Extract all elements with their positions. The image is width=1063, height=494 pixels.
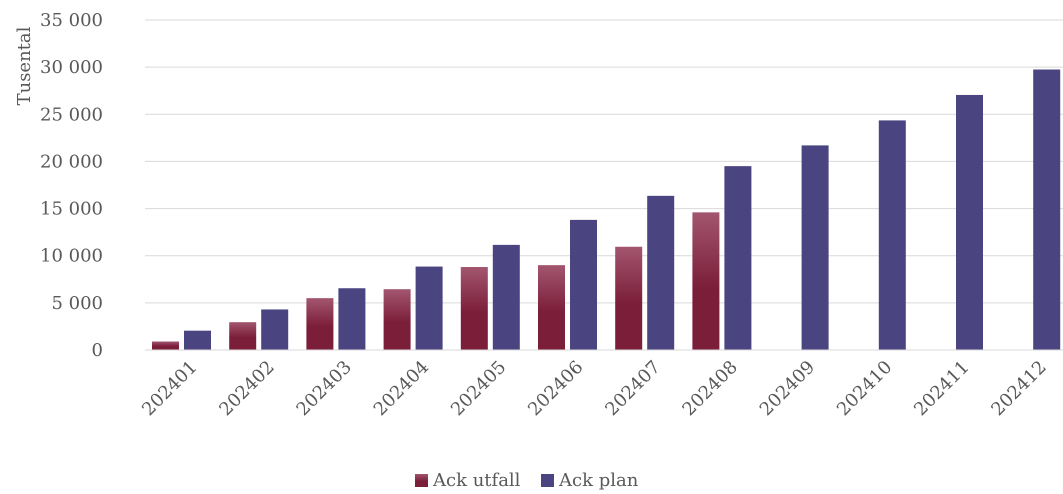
- gridlines: [145, 19, 1063, 304]
- x-tick-label: 202402: [215, 357, 278, 420]
- bar-ack-plan: [647, 195, 675, 350]
- legend-swatch: [541, 474, 554, 487]
- x-tick-label: 202406: [524, 357, 587, 420]
- x-tick-label: 202410: [833, 357, 896, 420]
- bar-ack-utfall: [460, 267, 488, 350]
- bar-ack-utfall: [383, 289, 411, 350]
- bar-ack-plan: [415, 266, 443, 350]
- x-tick-label: 202408: [678, 357, 741, 420]
- x-tick-label: 202401: [138, 357, 201, 420]
- y-tick-label: 20 000: [40, 151, 103, 172]
- x-tick-label: 202403: [292, 357, 355, 420]
- legend-swatch: [415, 474, 428, 487]
- y-tick-label: 30 000: [40, 57, 103, 78]
- bar-ack-utfall: [306, 298, 334, 350]
- bar-ack-plan: [184, 330, 211, 350]
- bar-ack-utfall: [692, 212, 720, 350]
- legend-label: Ack plan: [558, 470, 639, 491]
- bar-ack-plan: [956, 94, 983, 350]
- y-axis-title: Tusental: [14, 26, 35, 105]
- y-tick-label: 15 000: [40, 199, 103, 220]
- bar-ack-plan: [724, 166, 752, 350]
- bar-ack-utfall: [538, 265, 565, 350]
- bar-ack-utfall: [152, 341, 179, 350]
- bar-ack-utfall: [615, 246, 643, 350]
- y-tick-label: 0: [92, 340, 103, 361]
- x-tick-label: 202409: [756, 357, 819, 420]
- x-axis-ticks: 202401 202402 202403 202404 202405 202406 2024…: [138, 357, 1051, 420]
- bars: [152, 69, 1061, 351]
- y-tick-label: 10 000: [40, 246, 103, 267]
- bar-ack-utfall: [229, 322, 257, 350]
- bar-ack-plan: [338, 288, 366, 350]
- bar-ack-plan: [878, 120, 906, 351]
- bar-ack-plan: [801, 145, 829, 350]
- y-tick-label: 5 000: [51, 293, 103, 314]
- y-tick-label: 25 000: [40, 104, 103, 125]
- bar-ack-plan: [570, 219, 597, 350]
- bar-ack-plan: [492, 244, 520, 350]
- bar-ack-plan: [261, 309, 289, 350]
- x-tick-label: 202411: [910, 357, 973, 420]
- x-tick-label: 202405: [447, 357, 510, 420]
- x-tick-label: 202412: [987, 357, 1050, 420]
- x-tick-label: 202404: [370, 357, 433, 420]
- bar-ack-plan: [1033, 69, 1061, 350]
- legend-label: Ack utfall: [432, 470, 521, 491]
- x-tick-label: 202407: [601, 357, 664, 420]
- y-axis-ticks: 0 5 000 10 000 15 000 20 000 25 000 30 000 35 0…: [40, 10, 103, 361]
- y-tick-label: 35 000: [40, 10, 103, 31]
- legend: Ack utfall Ack plan: [415, 470, 639, 491]
